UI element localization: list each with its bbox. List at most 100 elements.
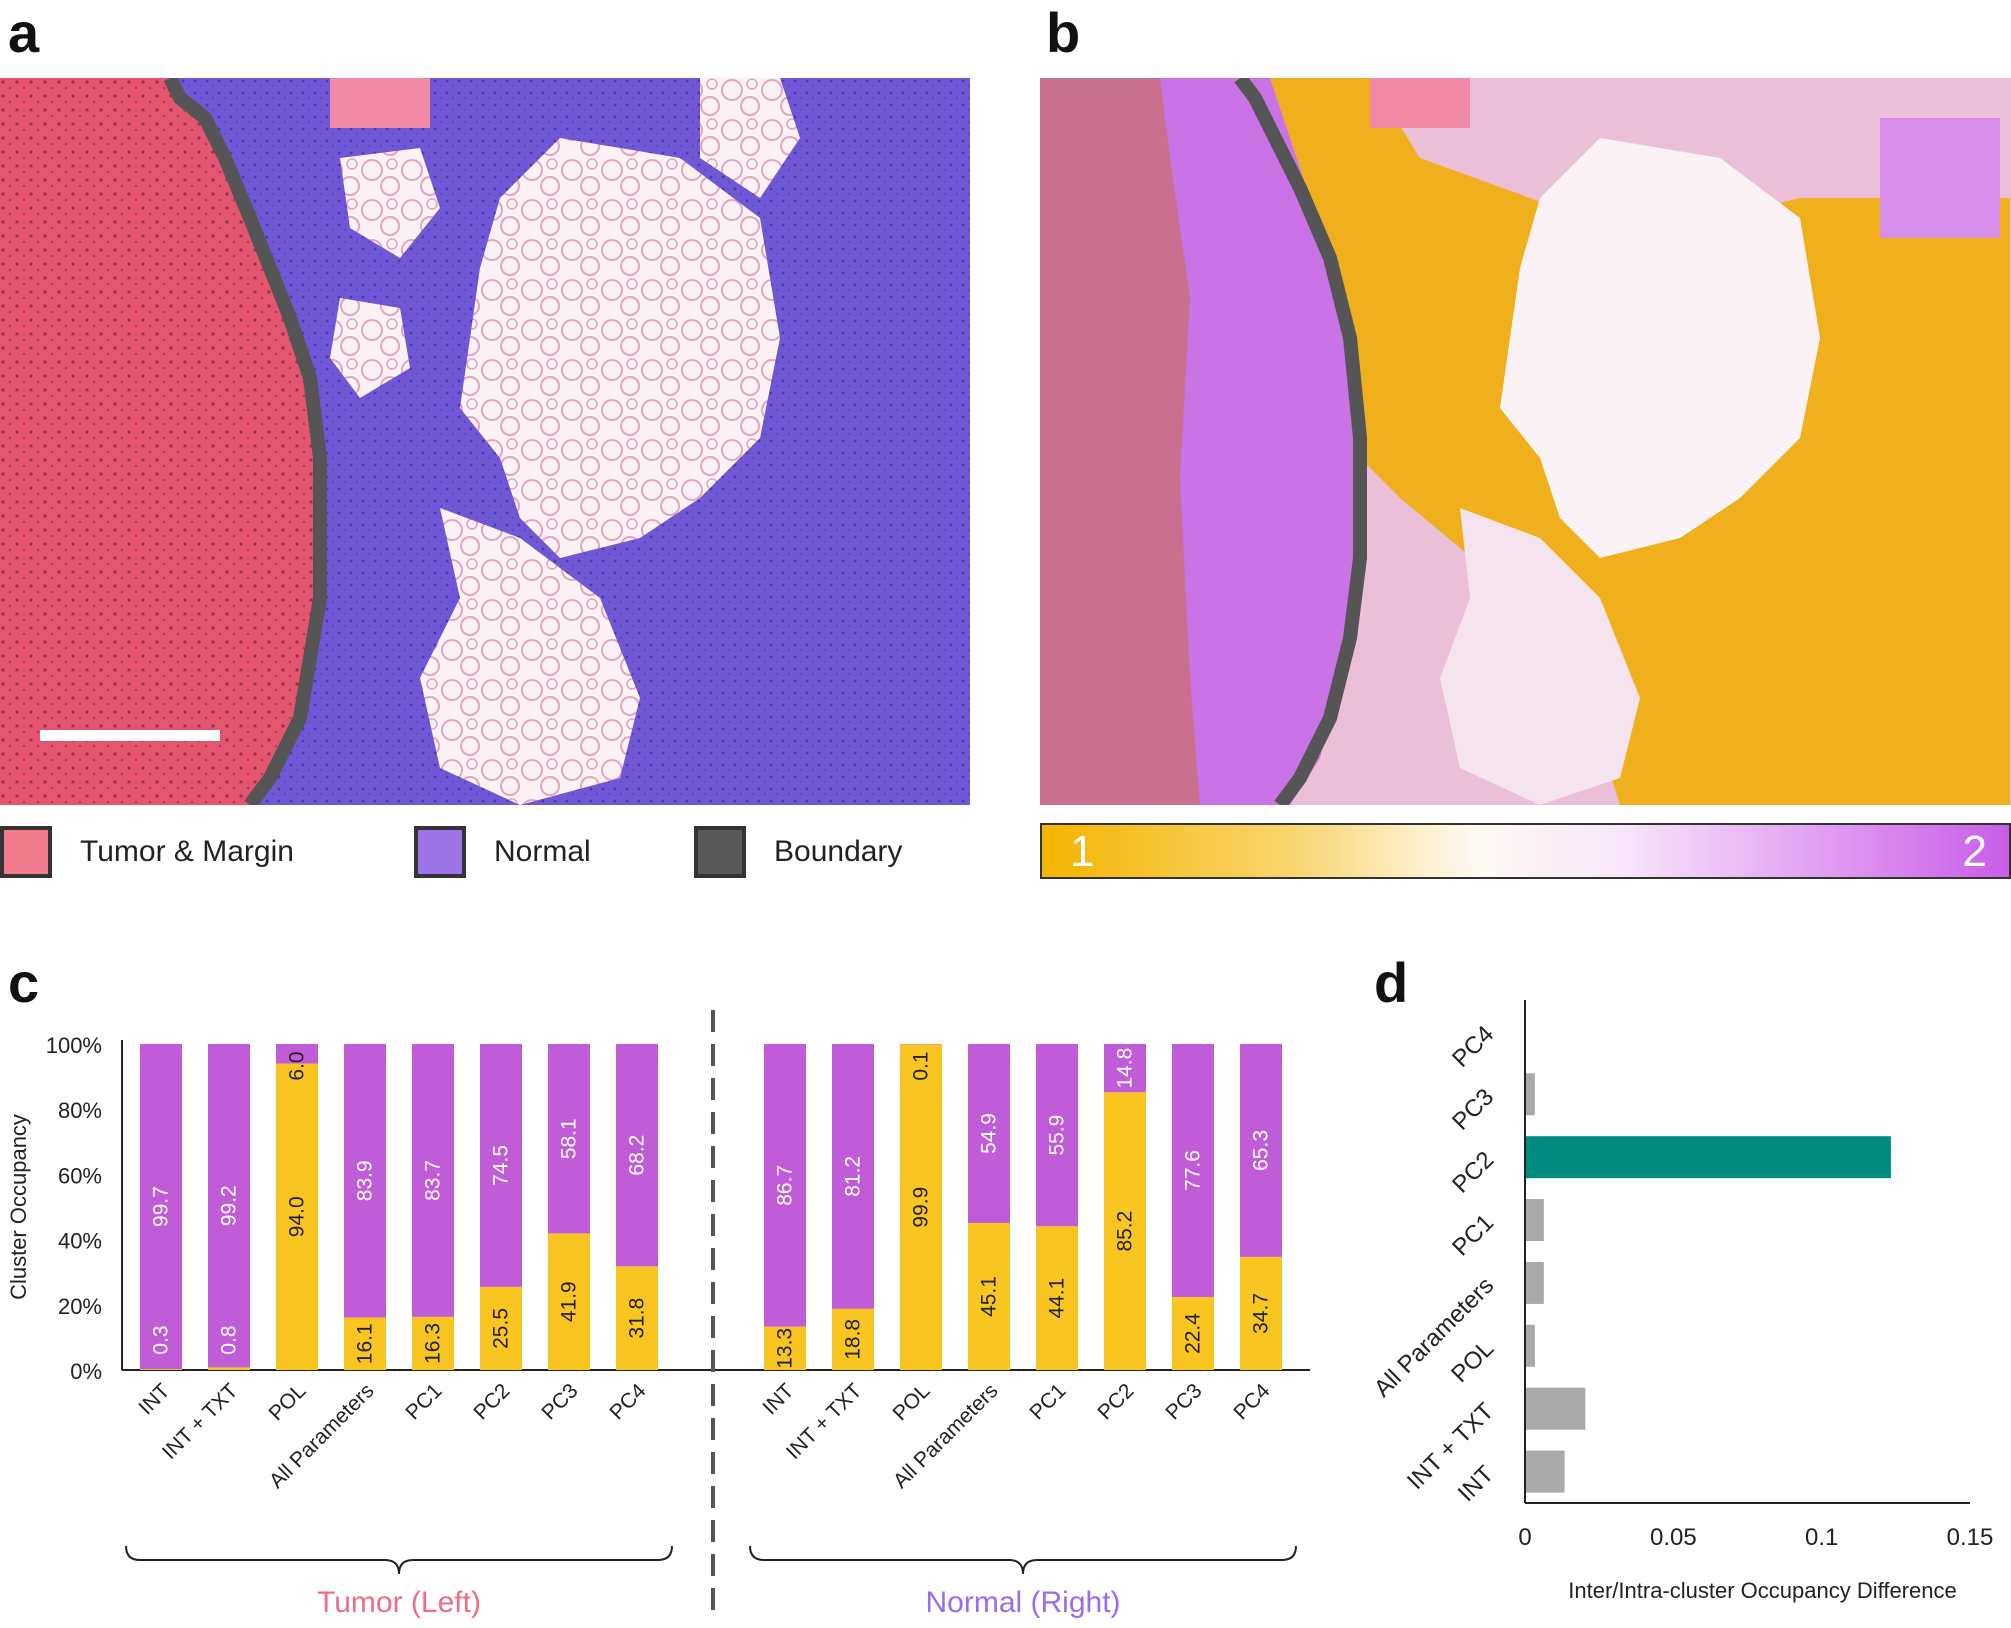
colorbar: 1 2 [1040, 823, 2011, 879]
y-tick-label: 0% [70, 1359, 102, 1384]
bar-cluster1 [1172, 1296, 1214, 1370]
bar [1526, 1324, 1535, 1367]
bar [1526, 1073, 1535, 1116]
value-label-cluster2: 65.3 [1250, 1130, 1273, 1171]
y-tick-label: PC3 [1447, 1083, 1499, 1135]
value-label-cluster1: 34.7 [1250, 1293, 1273, 1334]
value-label-cluster2: 74.5 [490, 1145, 513, 1186]
x-tick-label: INT [758, 1379, 798, 1419]
y-tick-label: POL [1446, 1335, 1499, 1388]
bar-cluster1 [412, 1316, 454, 1370]
panel-letter-c: c [8, 951, 40, 1014]
value-label-cluster2: 77.6 [1182, 1150, 1205, 1191]
y-tick-label: INT [1453, 1460, 1500, 1507]
bar-cluster1 [900, 1044, 942, 1370]
y-tick-label: 100% [46, 1033, 102, 1058]
value-label-cluster1: 31.8 [626, 1298, 649, 1339]
x-tick-label: PC2 [469, 1379, 514, 1424]
bar-cluster1 [616, 1266, 658, 1370]
bar-cluster2 [1104, 1044, 1146, 1093]
legend-boundary: Boundary [694, 826, 902, 878]
bar-cluster2 [832, 1044, 874, 1309]
bar-cluster1 [968, 1222, 1010, 1370]
bar [1526, 1261, 1544, 1304]
x-tick-label: PC4 [1229, 1379, 1274, 1424]
x-tick-label: PC2 [1093, 1379, 1138, 1424]
value-label-cluster2: 0.1 [910, 1051, 933, 1080]
x-tick-label: 0.05 [1650, 1524, 1697, 1551]
bar [1526, 1199, 1544, 1242]
value-label-cluster1: 94.0 [286, 1196, 309, 1237]
value-label-cluster1: 25.5 [490, 1308, 513, 1349]
bar-cluster1 [208, 1367, 250, 1370]
bar-cluster1 [764, 1326, 806, 1370]
value-label-cluster1: 45.1 [978, 1276, 1001, 1317]
value-label-cluster1: 0.8 [218, 1325, 241, 1354]
group-brace [125, 1545, 673, 1575]
value-label-cluster2: 58.1 [558, 1118, 581, 1159]
value-label-cluster2: 6.0 [286, 1051, 309, 1080]
bar-cluster1 [344, 1317, 386, 1370]
x-tick-label: 0 [1518, 1524, 1531, 1551]
colorbar-max-label: 2 [1962, 827, 1987, 876]
legend-normal: Normal [414, 826, 591, 878]
bar-cluster1 [1240, 1256, 1282, 1370]
value-label-cluster2: 81.2 [842, 1156, 865, 1197]
bar-cluster1 [1104, 1092, 1146, 1370]
bar-cluster2 [140, 1044, 182, 1370]
value-label-cluster2: 14.8 [1114, 1048, 1137, 1089]
value-label-cluster2: 83.9 [354, 1160, 377, 1201]
bar-cluster1 [480, 1286, 522, 1370]
y-tick-label: PC4 [1447, 1021, 1499, 1073]
value-label-cluster2: 68.2 [626, 1135, 649, 1176]
value-label-cluster1: 16.3 [422, 1323, 445, 1364]
value-label-cluster2: 86.7 [774, 1165, 797, 1206]
x-tick-label: 0.15 [1947, 1524, 1994, 1551]
bar-cluster2 [616, 1044, 658, 1267]
panel-letter-b: b [1046, 1, 1081, 64]
bar-cluster1 [832, 1308, 874, 1370]
value-label-cluster2: 55.9 [1046, 1115, 1069, 1156]
value-label-cluster1: 22.4 [1182, 1313, 1205, 1354]
y-tick-label: 80% [58, 1098, 102, 1123]
value-label-cluster1: 85.2 [1114, 1211, 1137, 1252]
value-label-cluster1: 13.3 [774, 1328, 797, 1369]
x-tick-label: PC3 [537, 1379, 582, 1424]
x-tick-label: PC1 [1025, 1379, 1070, 1424]
legend-label-normal: Normal [494, 835, 591, 868]
bar-cluster2 [412, 1044, 454, 1317]
histology-image-a [0, 78, 970, 805]
legend-swatch-boundary [694, 826, 746, 878]
value-label-cluster2: 99.7 [150, 1186, 173, 1227]
legend-swatch-normal [414, 826, 466, 878]
x-tick-label: INT [134, 1379, 174, 1419]
bar [1526, 1136, 1891, 1179]
bar-cluster2 [480, 1044, 522, 1287]
x-axis-label: Inter/Intra-cluster Occupancy Difference [1568, 1578, 1956, 1603]
x-tick-label: PC1 [401, 1379, 446, 1424]
y-tick-label: 20% [58, 1294, 102, 1319]
legend-label-boundary: Boundary [774, 835, 903, 868]
legend-tumor-margin: Tumor & Margin [0, 826, 294, 878]
value-label-cluster1: 41.9 [558, 1281, 581, 1322]
stacked-bar-chart: 0% 20% 40% 60% 80% 100% Cluster Occupancy 0.3 99… [6, 1010, 1310, 1619]
group-label: Normal (Right) [925, 1586, 1120, 1619]
bar-cluster2 [1036, 1044, 1078, 1227]
y-tick-label: 60% [58, 1163, 102, 1188]
y-tick-label: PC2 [1447, 1146, 1499, 1198]
bar-cluster1 [140, 1369, 182, 1370]
legend-swatch-tumor [0, 826, 52, 878]
value-label-cluster2: 54.9 [978, 1113, 1001, 1154]
x-tick-label: POL [265, 1379, 311, 1425]
bar [1526, 1450, 1565, 1493]
bar-cluster2 [1240, 1044, 1282, 1257]
x-tick-label: PC3 [1161, 1379, 1206, 1424]
bar [1526, 1387, 1586, 1430]
bar-cluster2 [968, 1044, 1010, 1223]
bar-cluster1 [276, 1063, 318, 1370]
value-label-cluster2: 99.2 [218, 1185, 241, 1226]
value-label-cluster1: 0.3 [150, 1325, 173, 1354]
panel-letter-a: a [8, 1, 40, 64]
bar-cluster1 [548, 1233, 590, 1370]
